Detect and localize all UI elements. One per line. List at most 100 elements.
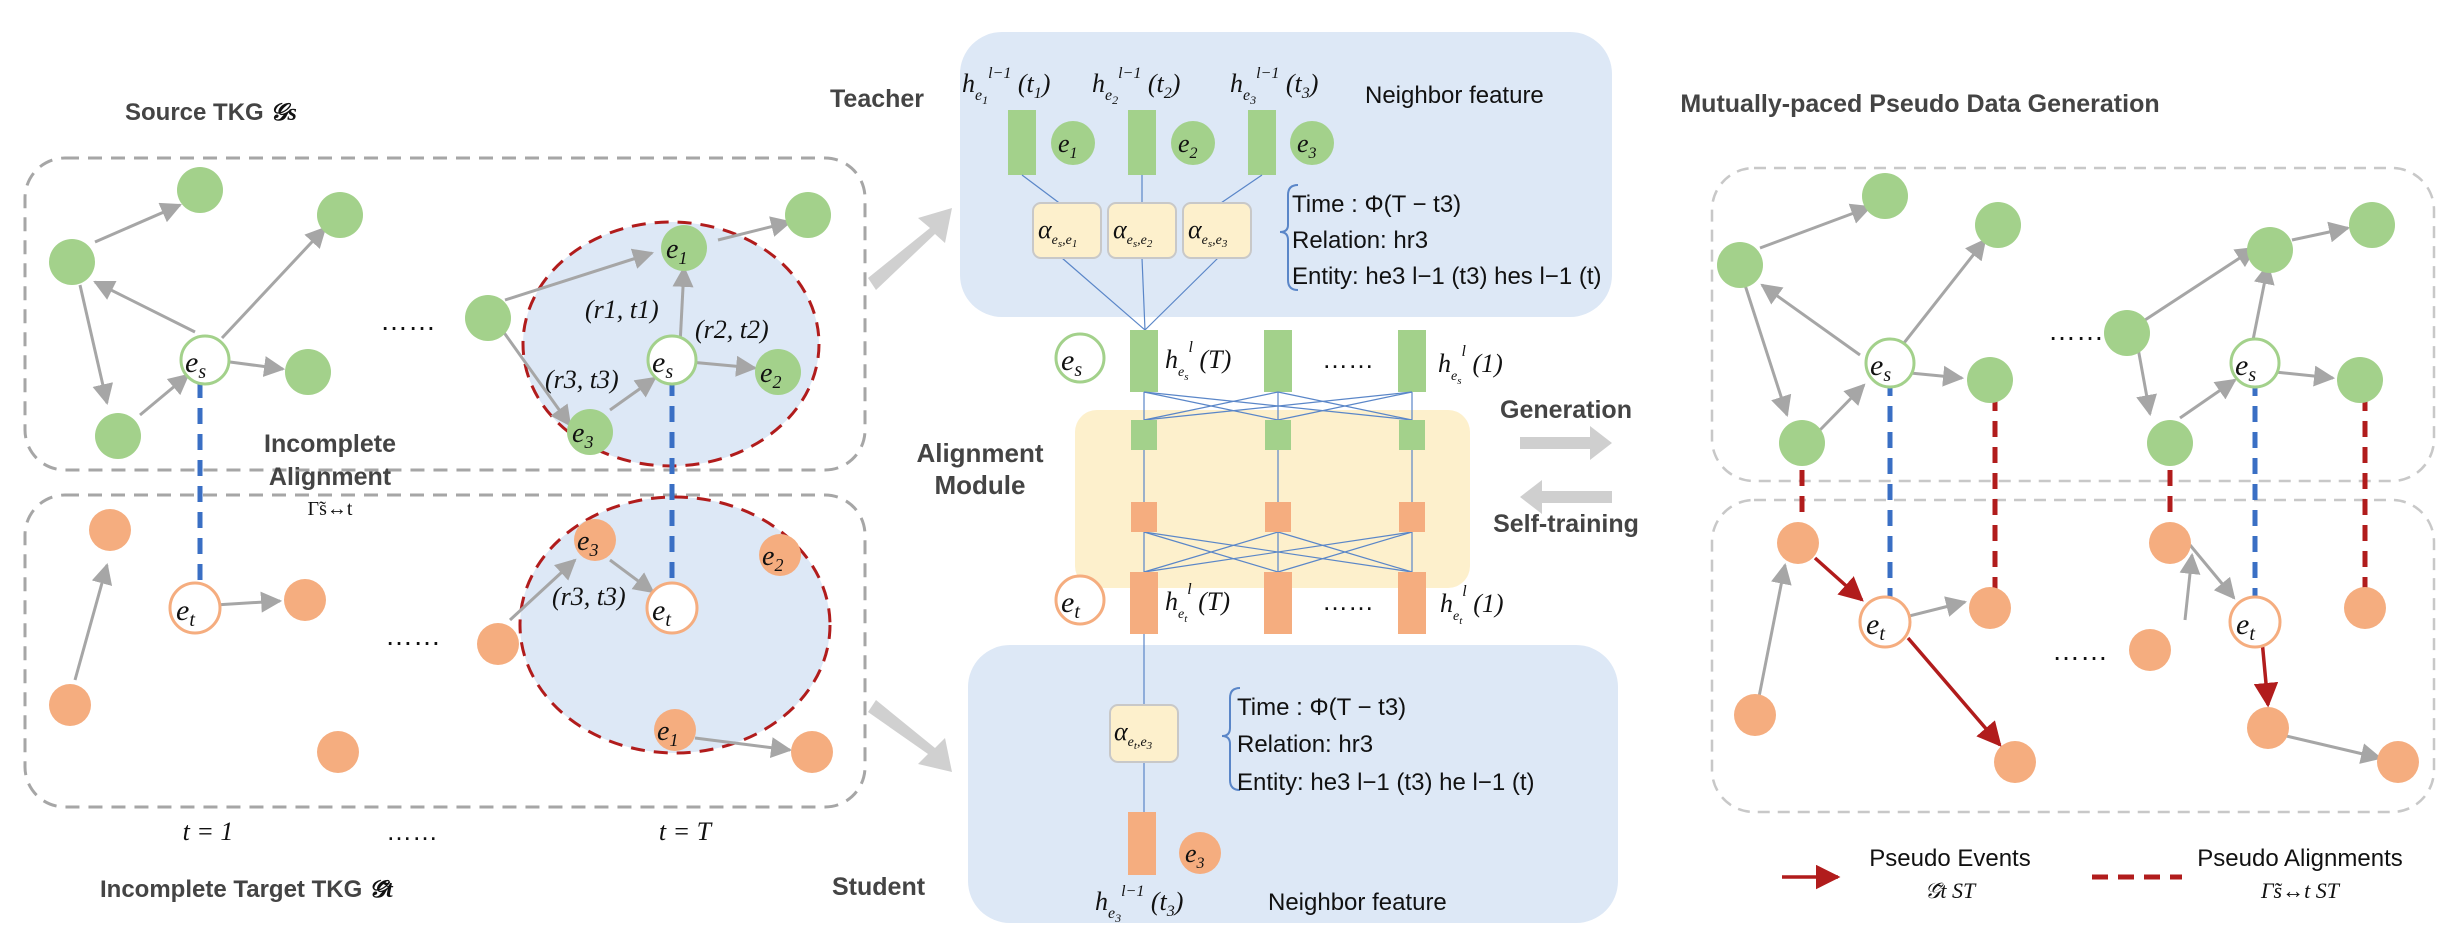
node-green [465,295,511,341]
feature-bar-orange [1128,812,1156,875]
feature-bar-orange [1264,572,1292,634]
node-green [2349,202,2395,248]
node-green [285,349,331,395]
node-orange [1777,522,1819,564]
node-orange [2377,741,2419,783]
svg-text:hetl (T): hetl (T) [1165,581,1230,625]
time-ellipsis: …… [386,816,438,846]
entity-e1-node [1051,121,1095,165]
neighbor-feature-label-bottom: Neighbor feature [1268,889,1447,916]
node-green [95,413,141,459]
module-unit-green [1399,420,1425,450]
module-unit-orange [1265,502,1291,532]
edge-label-r3-target: (r3, t3) [552,582,626,611]
alignment-module-box [1075,410,1470,588]
node-green [177,167,223,213]
time-first-label: t = 1 [183,817,234,846]
module-unit-green [1131,420,1157,450]
student-internals: αet,e3 Time : Φ(T − t3) Relation: hr3 En… [1095,634,1534,925]
alignment-module-label: Alignment [916,438,1043,468]
node-orange [2149,522,2191,564]
edge-label-r3-source: (r3, t3) [545,365,619,394]
node-green [2337,357,2383,403]
feature-bar-green [1130,330,1158,392]
node-orange [2129,629,2171,671]
incomplete-alignment-label: Incomplete [264,430,396,458]
self-training-label: Self-training [1493,510,1639,538]
entity-e3-node [574,519,616,561]
node-orange [1969,587,2011,629]
entity-es-node [646,334,698,386]
source-nodes: es e1 es e2 e3 [49,167,831,459]
entity-e3-node [567,409,613,455]
arrow-to-teacher [868,208,952,290]
node-orange [477,623,519,665]
entity-e2-node [759,534,801,576]
legend: Pseudo Events 𝒢̃t ST Pseudo Alignments Γ… [1782,845,2403,903]
et-representation-row: et hetl (T) …… hetl (1) [1054,572,1504,634]
pseudo-graph-nodes: es es et et [1717,173,2419,783]
entity-es-node [1864,337,1916,389]
ellipsis-et: …… [1322,586,1374,616]
node-orange [2344,587,2386,629]
node-green [1717,242,1763,288]
entity-e2-node [755,349,801,395]
entity-e1-node [654,709,696,751]
node-orange [1994,741,2036,783]
legend-pseudo-events-symbol: 𝒢̃t ST [1925,878,1977,903]
right-panel: Mutually-paced Pseudo Data Generation Ge… [1493,90,2436,903]
node-green [317,192,363,238]
attention-box [1182,202,1252,259]
node-green [49,239,95,285]
source-tkg-title: Source TKG 𝒢s [125,99,297,126]
teacher-attention: αes,e1 αes,e2 αes,e3 Time : Φ(T − t3) Re… [1032,184,1601,291]
legend-pseudo-alignments: Pseudo Alignments [2197,845,2402,872]
node-orange [89,509,131,551]
ellipsis-target: …… [385,620,441,651]
svg-text:hesl (T): hesl (T) [1165,339,1231,383]
alignment-module-internals [1131,391,1425,573]
student-label: Student [832,873,926,901]
entity-et-node [1054,574,1106,626]
arrow-to-student [868,700,952,772]
arrow-self-training [1520,480,1612,514]
node-green [2247,227,2293,273]
node-green [2104,310,2150,356]
teacher-wires [1021,174,1263,331]
entity-et-node [1858,595,1912,649]
teacher-time: Time : Φ(T − t3) [1292,191,1461,218]
entity-e1-node [661,225,707,271]
generation-label: Generation [1500,396,1632,424]
entity-et-node [645,581,699,635]
generation-title: Mutually-paced Pseudo Data Generation [1680,90,2159,118]
module-unit-green [1265,420,1291,450]
left-panel: Source TKG 𝒢s [23,99,867,903]
student-relation: Relation: hr3 [1237,731,1373,758]
node-green [1967,357,2013,403]
feature-bar-orange [1130,572,1158,634]
neighbor-feature-label-top: Neighbor feature [1365,82,1544,109]
ellipsis-pseudo-target: …… [2052,635,2108,666]
feature-bar-green [1008,110,1036,175]
node-orange [791,731,833,773]
target-nodes: et e3 e2 et e1 [49,509,833,773]
alignment-symbol: Γ̃s↔t [308,498,353,520]
entity-e3-node [1290,121,1334,165]
entity-es-node [2229,337,2281,389]
node-green [785,192,831,238]
node-green [1862,173,1908,219]
entity-e3-node [1179,832,1221,874]
node-green [1779,420,1825,466]
student-time: Time : Φ(T − t3) [1237,694,1406,721]
attention-box [1109,704,1179,763]
feature-bar-green [1128,110,1156,175]
ellipsis-pseudo-source: …… [2048,315,2104,346]
feature-bar-orange [1398,572,1426,634]
node-orange [1734,694,1776,736]
pseudo-graph-edges [1743,203,2383,764]
teacher-label: Teacher [830,85,924,113]
entity-et-node [2228,595,2282,649]
brace [1221,687,1241,791]
alignment-module-label-2: Module [935,470,1026,500]
center-panel: Teacher Student Alignment Module he1l−1 … [830,32,1618,925]
